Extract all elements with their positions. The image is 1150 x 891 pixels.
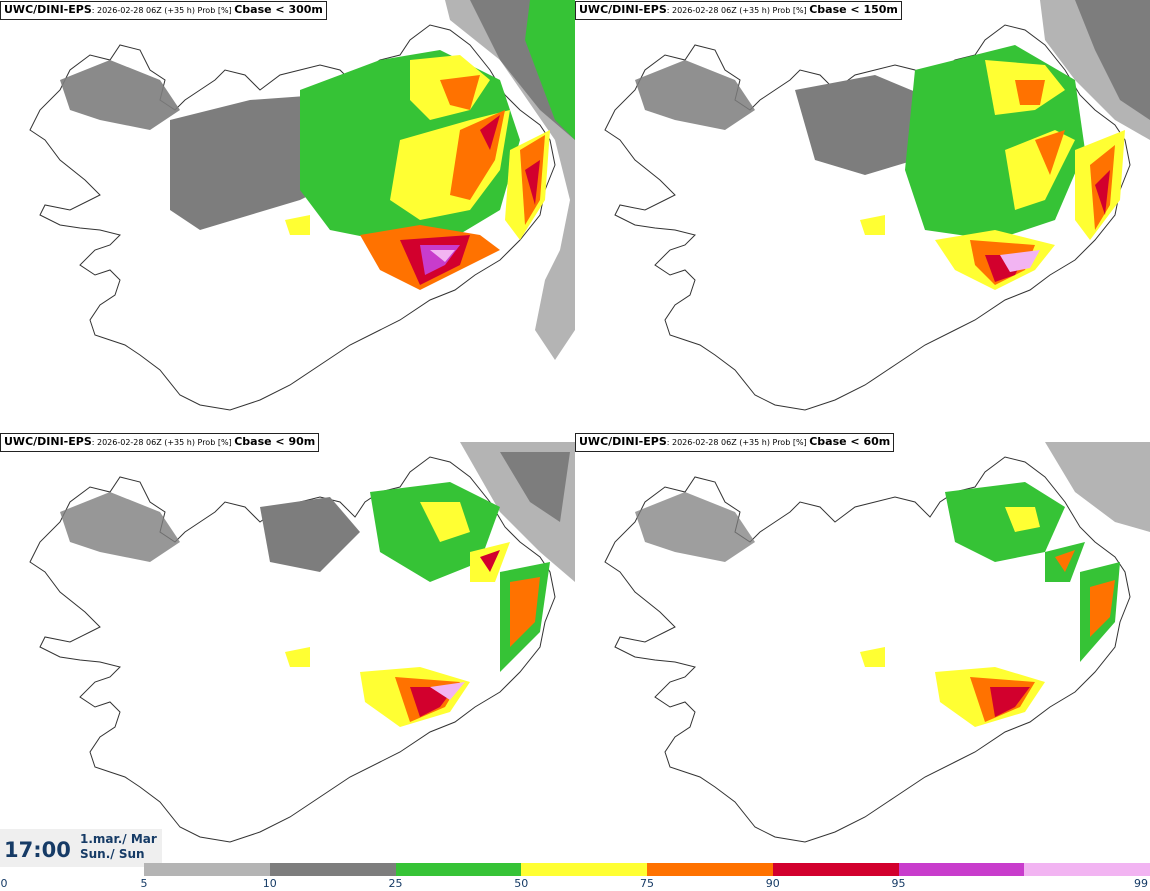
colorbar-segment <box>144 863 270 876</box>
colorbar-tick-label: 95 <box>891 877 906 890</box>
colorbar-tick-label: 50 <box>514 877 529 890</box>
panel-title: UWC/DINI-EPS: 2026-02-28 06Z (+35 h) Pro… <box>575 433 895 452</box>
colorbar-tick-label: 0 <box>0 877 8 890</box>
colorbar-segment <box>1024 863 1150 876</box>
map-canvas <box>604 442 1150 843</box>
map-panel-cbase-90: UWC/DINI-EPS: 2026-02-28 06Z (+35 h) Pro… <box>0 432 575 864</box>
panel-title: UWC/DINI-EPS: 2026-02-28 06Z (+35 h) Pro… <box>575 1 902 20</box>
map-canvas <box>29 0 575 411</box>
colorbar-tick-label: 99 <box>1134 877 1148 890</box>
colorbar-tick-label: 75 <box>640 877 654 890</box>
colorbar-tick-label: 10 <box>262 877 277 890</box>
panel-title: UWC/DINI-EPS: 2026-02-28 06Z (+35 h) Pro… <box>0 1 327 20</box>
colorbar-segment <box>395 863 522 876</box>
colorbar-segment <box>772 863 899 876</box>
map-canvas <box>29 442 575 843</box>
panel-title: UWC/DINI-EPS: 2026-02-28 06Z (+35 h) Pro… <box>0 433 320 452</box>
map-panel-cbase-300: UWC/DINI-EPS: 2026-02-28 06Z (+35 h) Pro… <box>0 0 575 432</box>
map-panel-cbase-60: UWC/DINI-EPS: 2026-02-28 06Z (+35 h) Pro… <box>575 432 1150 864</box>
colorbar-segment <box>898 863 1025 876</box>
valid-date: 1.mar./ Mar Sun./ Sun <box>80 832 157 861</box>
probability-colorbar <box>144 863 1150 876</box>
colorbar-segment <box>647 863 773 876</box>
colorbar-tick-label: 25 <box>388 877 403 890</box>
map-canvas <box>604 0 1150 411</box>
colorbar-segment <box>269 863 396 876</box>
colorbar-tick-label: 5 <box>140 877 148 890</box>
colorbar-segment <box>521 863 647 876</box>
map-panel-cbase-150: UWC/DINI-EPS: 2026-02-28 06Z (+35 h) Pro… <box>575 0 1150 432</box>
valid-time: 17:00 <box>4 838 71 862</box>
colorbar-tick-label: 90 <box>765 877 780 890</box>
valid-time-box: 17:00 1.mar./ Mar Sun./ Sun <box>0 829 162 867</box>
